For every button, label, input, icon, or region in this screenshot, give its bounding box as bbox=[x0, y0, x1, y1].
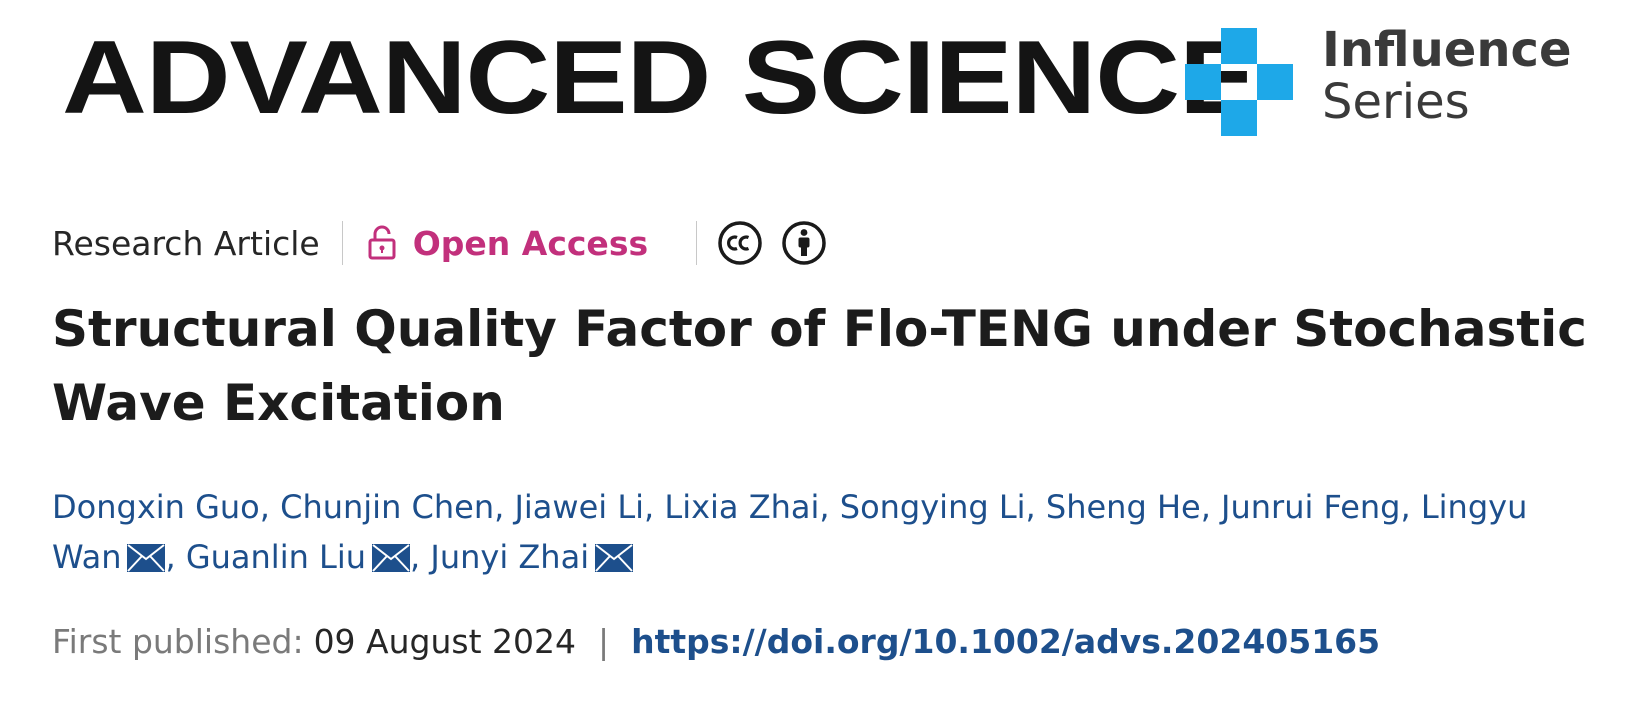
doi-link[interactable]: https://doi.org/10.1002/advs.202405165 bbox=[631, 622, 1381, 661]
author-separator: , bbox=[1400, 488, 1421, 526]
email-icon[interactable] bbox=[372, 544, 411, 572]
cc-icon[interactable] bbox=[717, 220, 763, 266]
open-access-badge[interactable]: Open Access bbox=[367, 224, 648, 263]
divider bbox=[341, 221, 343, 265]
divider bbox=[696, 221, 698, 265]
author-link[interactable]: Chunjin Chen bbox=[280, 488, 495, 526]
influence-series-line1: Influence bbox=[1322, 22, 1572, 78]
article-meta-row: Research Article Open Access bbox=[52, 220, 845, 266]
email-icon[interactable] bbox=[127, 544, 166, 572]
email-icon[interactable] bbox=[595, 544, 634, 572]
by-attribution-icon[interactable] bbox=[781, 220, 827, 266]
author-separator: , bbox=[259, 488, 281, 526]
author-link[interactable]: Lingyu Wan bbox=[52, 488, 1528, 576]
author-separator: , bbox=[644, 488, 665, 526]
journal-logo[interactable]: ADVANCED SCIENCE bbox=[62, 20, 1257, 136]
article-type-label: Research Article bbox=[52, 223, 320, 263]
influence-series-logo: Influence Series bbox=[1322, 26, 1572, 126]
author-link[interactable]: Lixia Zhai bbox=[664, 488, 820, 526]
article-title: Structural Quality Factor of Flo-TENG un… bbox=[52, 300, 1587, 432]
author-separator: , bbox=[1025, 488, 1046, 526]
open-access-label: Open Access bbox=[412, 223, 649, 263]
author-separator: , bbox=[819, 488, 840, 526]
author-link[interactable]: Junyi Zhai bbox=[430, 538, 590, 576]
author-link[interactable]: Dongxin Guo bbox=[52, 488, 260, 526]
author-separator: , bbox=[1200, 488, 1222, 526]
influence-series-line2: Series bbox=[1322, 74, 1470, 130]
publication-date: 09 August 2024 bbox=[313, 622, 576, 661]
influence-series-logo-icon bbox=[1185, 28, 1293, 136]
first-published-label: First published: bbox=[52, 622, 304, 661]
lock-open-icon bbox=[368, 225, 396, 260]
publication-info: First published: 09 August 2024 | https:… bbox=[52, 622, 1380, 661]
author-list: Dongxin Guo, Chunjin Chen, Jiawei Li, Li… bbox=[52, 482, 1592, 582]
author-separator: , bbox=[494, 488, 515, 526]
separator: | bbox=[598, 622, 610, 661]
license-icons[interactable] bbox=[717, 220, 845, 266]
author-separator: , bbox=[410, 538, 431, 576]
author-link[interactable]: Songying Li bbox=[839, 488, 1026, 526]
author-link[interactable]: Jiawei Li bbox=[514, 488, 645, 526]
author-link[interactable]: Junrui Feng bbox=[1221, 488, 1401, 526]
author-separator: , bbox=[165, 538, 186, 576]
author-link[interactable]: Guanlin Liu bbox=[185, 538, 367, 576]
author-link[interactable]: Sheng He bbox=[1045, 488, 1201, 526]
